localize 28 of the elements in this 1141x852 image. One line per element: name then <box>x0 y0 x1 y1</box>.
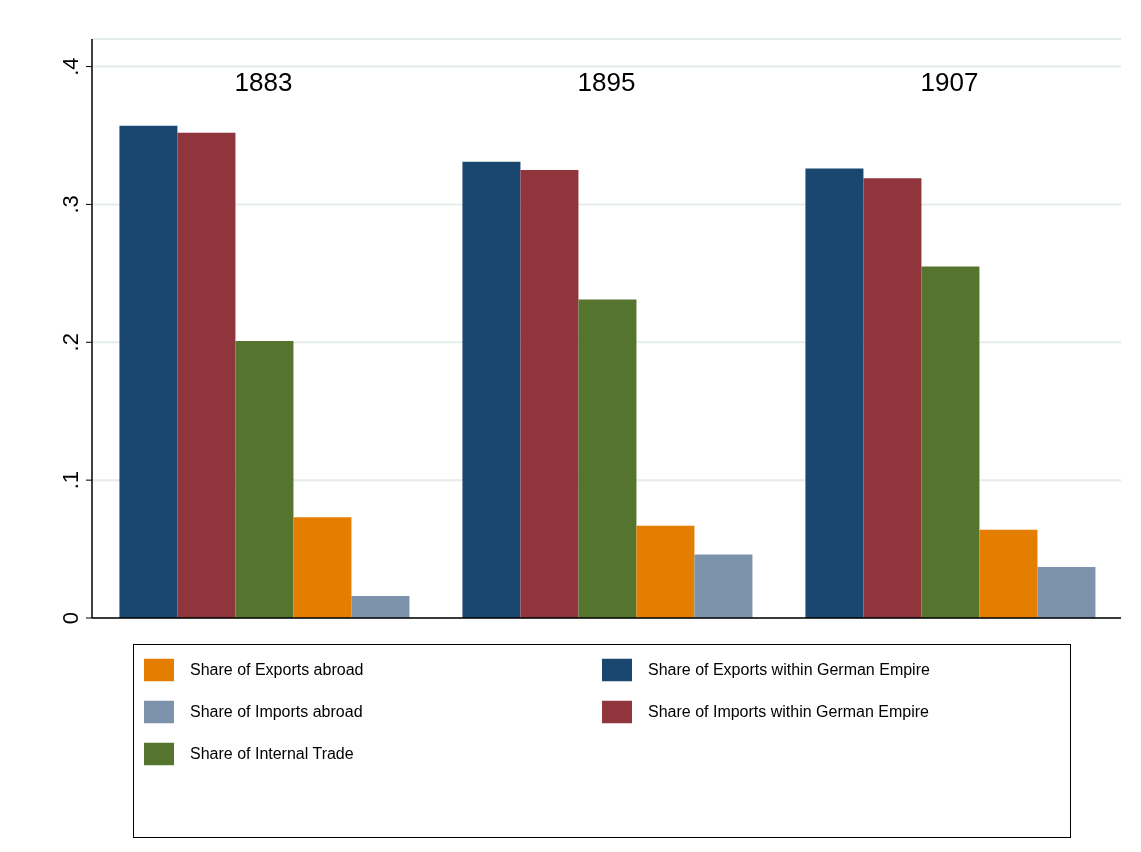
bar <box>636 525 695 618</box>
x-tick-label: 1907 <box>920 67 979 97</box>
bar <box>863 178 922 618</box>
legend-label: Share of Internal Trade <box>190 745 354 762</box>
y-tick-label: 0 <box>58 611 83 625</box>
legend-label: Share of Exports within German Empire <box>648 661 930 678</box>
bar <box>520 169 579 618</box>
bar <box>177 132 236 618</box>
legend-label: Share of Imports within German Empire <box>648 703 929 720</box>
y-tick-label: .1 <box>58 470 83 490</box>
bar <box>805 168 864 618</box>
bar <box>1037 566 1096 618</box>
y-tick-label: .4 <box>58 57 83 76</box>
bar <box>293 517 352 618</box>
y-tick-label: .3 <box>58 195 83 214</box>
x-tick-label: 1895 <box>577 67 636 97</box>
bar <box>578 299 637 618</box>
bar <box>921 266 980 618</box>
bar <box>979 529 1038 618</box>
bar <box>351 595 410 618</box>
bar <box>235 340 294 618</box>
y-tick-label: .2 <box>58 333 83 352</box>
bar <box>462 161 521 618</box>
legend-label: Share of Exports abroad <box>190 661 364 678</box>
x-tick-label: 1883 <box>234 67 293 97</box>
bar <box>694 554 753 618</box>
legend-label: Share of Imports abroad <box>190 703 363 720</box>
bar <box>119 125 178 618</box>
